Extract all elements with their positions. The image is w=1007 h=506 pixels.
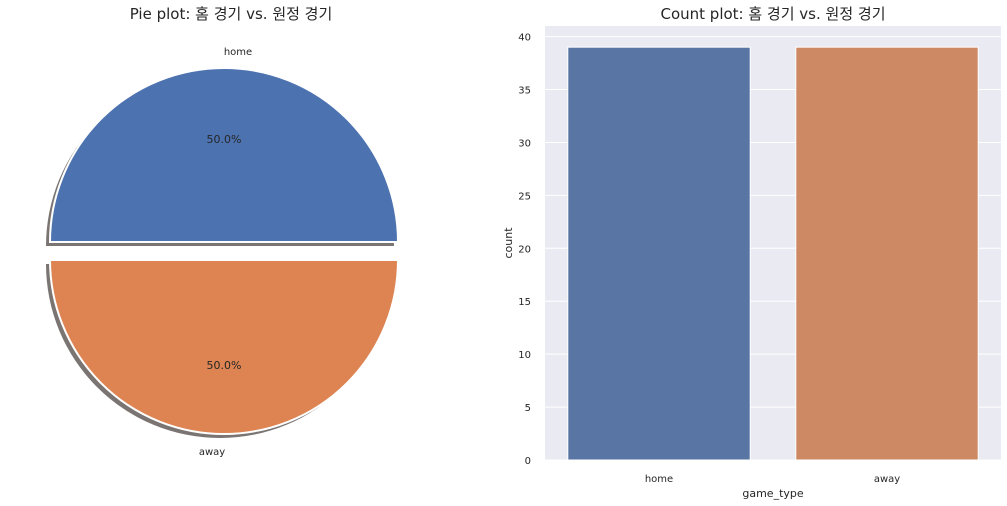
pie-slice-home [48, 67, 400, 243]
pie-label-home: home [224, 47, 252, 58]
y-tick-label: 25 [518, 191, 531, 202]
pie-slice-away [48, 259, 400, 435]
bar-home [567, 46, 751, 461]
x-axis-label: game_type [742, 487, 804, 500]
y-tick-label: 15 [518, 297, 531, 308]
count-title: Count plot: 홈 경기 vs. 원정 경기 [660, 5, 885, 23]
x-tick-label: home [645, 474, 673, 485]
y-tick-label: 10 [518, 350, 531, 361]
y-tick-label: 0 [525, 456, 531, 467]
pie-label-away: away [199, 447, 225, 458]
y-tick-labels: 0 5 10 15 20 25 30 35 40 [518, 33, 531, 467]
y-tick-label: 20 [518, 244, 531, 255]
y-tick-label: 30 [518, 138, 531, 149]
pie-title: Pie plot: 홈 경기 vs. 원정 경기 [130, 5, 333, 23]
y-tick-label: 40 [518, 33, 531, 44]
count-chart: Count plot: 홈 경기 vs. 원정 경기 0 5 10 15 20 25 30 3… [502, 5, 1001, 500]
x-tick-labels: home away [645, 474, 900, 485]
bars [567, 46, 979, 461]
y-axis-label: count [502, 227, 515, 259]
pie-chart: Pie plot: 홈 경기 vs. 원정 경기 home away 50.0%… [46, 5, 400, 458]
x-tick-label: away [874, 474, 900, 485]
pie-percent-home: 50.0% [207, 133, 242, 146]
y-tick-label: 5 [525, 403, 531, 414]
pie-percent-away: 50.0% [207, 359, 242, 372]
y-tick-label: 35 [518, 86, 531, 97]
pie-slices [48, 67, 400, 435]
bar-away [795, 46, 979, 461]
